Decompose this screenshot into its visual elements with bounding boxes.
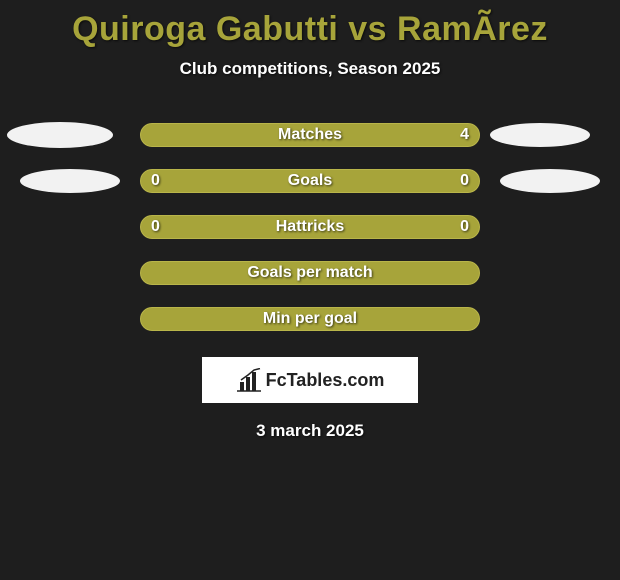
- stat-pill: Matches4: [140, 123, 480, 147]
- right-dot: [490, 123, 590, 147]
- stat-row: Min per goal: [0, 307, 620, 331]
- stat-label: Goals: [141, 172, 479, 190]
- stat-row: 0Goals0: [0, 169, 620, 193]
- logo-text: FcTables.com: [266, 370, 385, 391]
- right-dot: [500, 169, 600, 193]
- stat-label: Goals per match: [141, 264, 479, 282]
- stat-value-right: 0: [460, 172, 469, 190]
- stat-value-right: 4: [460, 126, 469, 144]
- logo-box: FcTables.com: [202, 357, 418, 403]
- bars-icon: [236, 368, 262, 392]
- page-title: Quiroga Gabutti vs RamÃ­rez: [0, 0, 620, 49]
- stat-value-right: 0: [460, 218, 469, 236]
- stat-row: Matches4: [0, 123, 620, 147]
- left-dot: [7, 122, 113, 148]
- stat-pill: 0Goals0: [140, 169, 480, 193]
- page-subtitle: Club competitions, Season 2025: [0, 59, 620, 79]
- stat-label: Hattricks: [141, 218, 479, 236]
- date-text: 3 march 2025: [0, 421, 620, 441]
- stat-pill: Min per goal: [140, 307, 480, 331]
- stat-row: 0Hattricks0: [0, 215, 620, 239]
- stat-pill: Goals per match: [140, 261, 480, 285]
- comparison-infographic: Quiroga Gabutti vs RamÃ­rez Club competi…: [0, 0, 620, 580]
- stat-label: Matches: [141, 126, 479, 144]
- left-dot: [20, 169, 120, 193]
- stat-label: Min per goal: [141, 310, 479, 328]
- stat-rows: Matches40Goals00Hattricks0Goals per matc…: [0, 123, 620, 331]
- stat-row: Goals per match: [0, 261, 620, 285]
- stat-pill: 0Hattricks0: [140, 215, 480, 239]
